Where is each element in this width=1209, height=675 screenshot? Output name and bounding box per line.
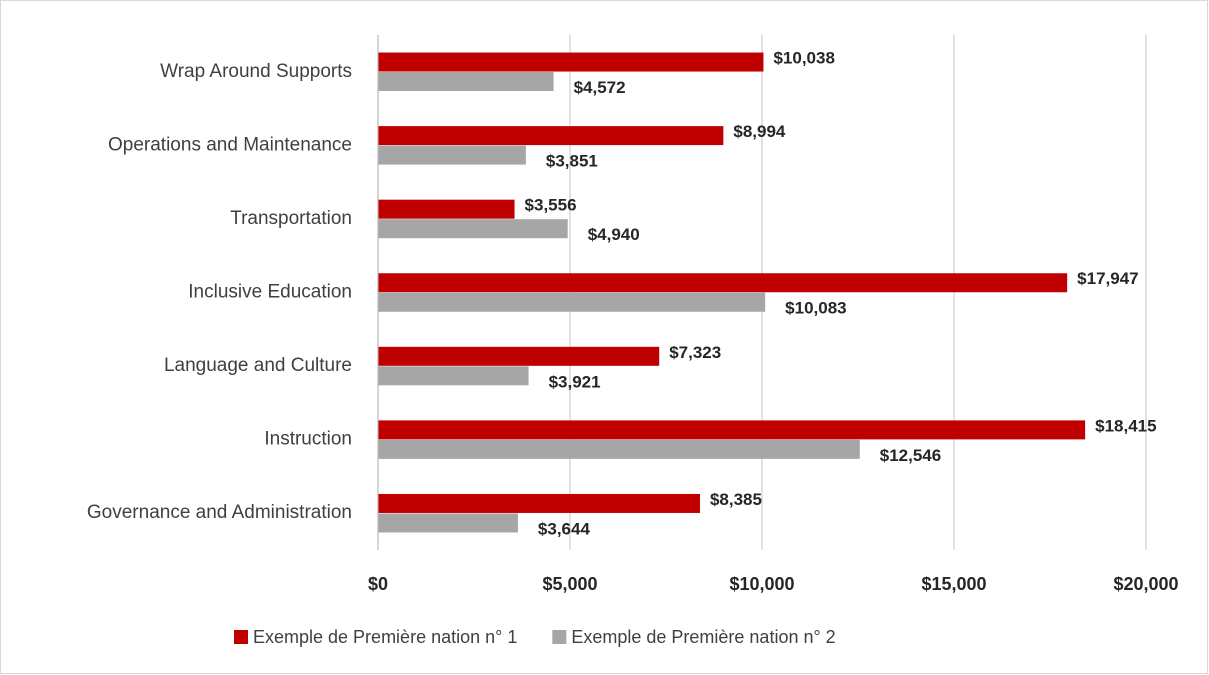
x-tick-label: $5,000 — [542, 574, 597, 594]
value-label: $4,940 — [588, 225, 640, 244]
value-label: $7,323 — [669, 343, 721, 362]
bar — [378, 126, 724, 146]
bar — [378, 493, 700, 513]
category-label: Wrap Around Supports — [160, 61, 352, 82]
bar — [378, 219, 568, 239]
legend-swatch — [552, 630, 567, 644]
value-label: $3,921 — [549, 372, 601, 391]
bar — [378, 420, 1086, 440]
bar — [378, 366, 529, 386]
value-label: $18,415 — [1095, 416, 1156, 435]
bar — [378, 52, 764, 72]
category-label: Instruction — [264, 429, 352, 450]
value-label: $10,083 — [785, 299, 846, 318]
x-tick-label: $15,000 — [921, 574, 986, 594]
category-label: Governance and Administration — [87, 502, 352, 523]
value-label: $4,572 — [574, 78, 626, 97]
bar — [378, 72, 554, 92]
value-label: $8,385 — [710, 490, 762, 509]
category-label: Language and Culture — [164, 355, 352, 376]
value-label: $12,546 — [880, 446, 941, 465]
bar — [378, 145, 526, 165]
x-tick-label: $0 — [368, 574, 388, 594]
value-label: $17,947 — [1077, 269, 1138, 288]
legend-label: Exemple de Première nation n° 2 — [571, 627, 835, 647]
value-label: $10,038 — [773, 49, 834, 68]
bar — [378, 513, 518, 533]
x-tick-label: $10,000 — [729, 574, 794, 594]
bar — [378, 346, 660, 366]
bar — [378, 273, 1068, 293]
value-label: $8,994 — [733, 122, 786, 141]
legend-swatch — [234, 630, 248, 644]
x-tick-label: $20,000 — [1113, 574, 1178, 594]
bar — [378, 439, 860, 459]
value-label: $3,644 — [538, 519, 591, 538]
category-label: Inclusive Education — [188, 282, 352, 303]
bar — [378, 199, 515, 219]
category-label: Operations and Maintenance — [108, 134, 352, 155]
bar — [378, 292, 766, 312]
category-label: Transportation — [230, 208, 352, 229]
value-label: $3,556 — [525, 196, 577, 215]
value-label: $3,851 — [546, 152, 598, 171]
legend-label: Exemple de Première nation n° 1 — [253, 627, 517, 647]
